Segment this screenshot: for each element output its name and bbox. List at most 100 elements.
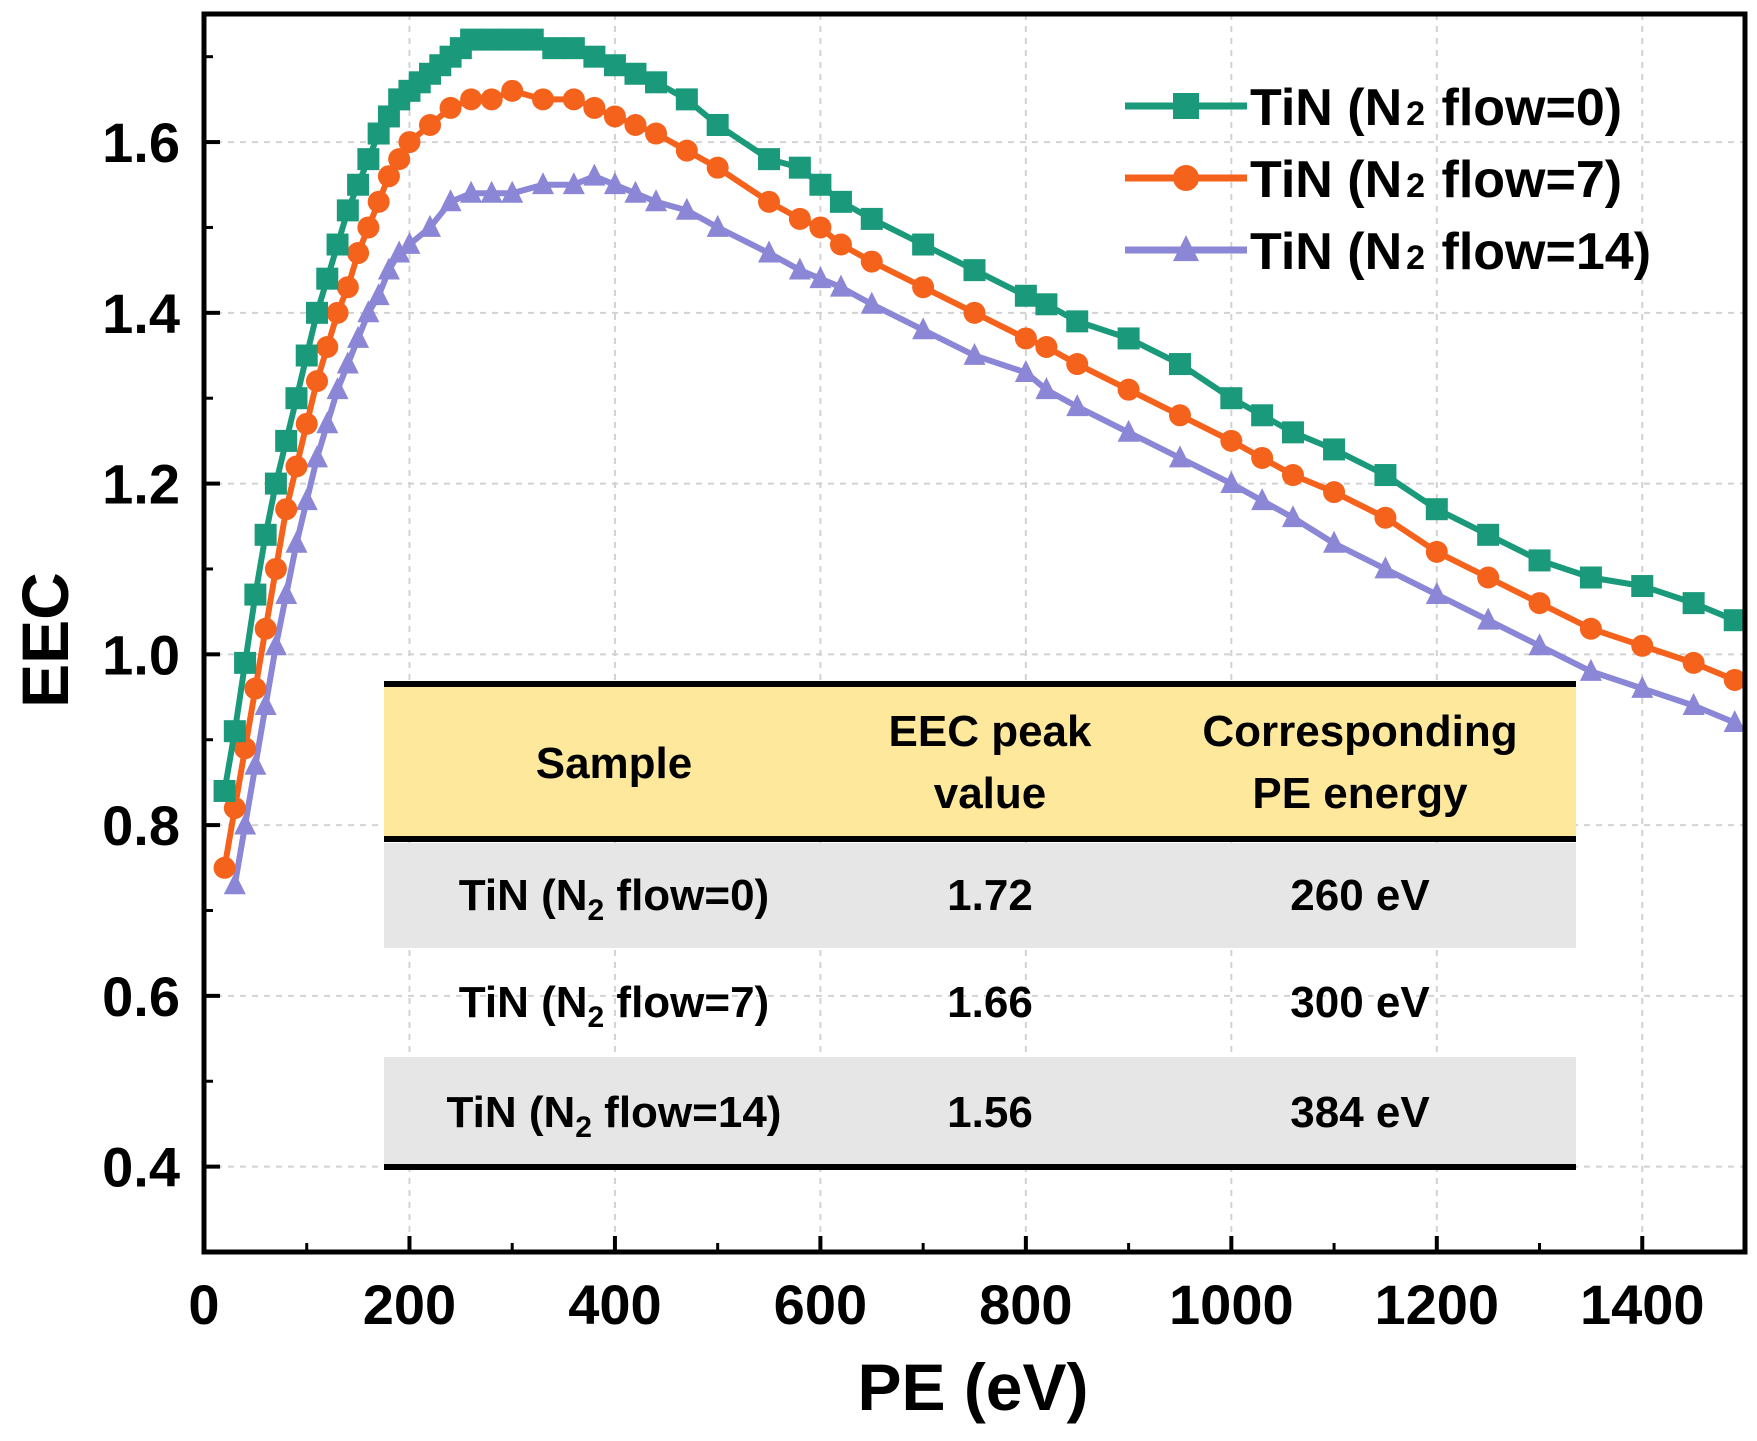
series-2-point bbox=[419, 114, 441, 136]
legend-marker bbox=[1173, 165, 1199, 191]
y-tick-label: 0.8 bbox=[102, 794, 180, 857]
series-2-point bbox=[296, 413, 318, 435]
series-1-point bbox=[1169, 353, 1191, 375]
series-1-point bbox=[789, 157, 811, 179]
table-cell-peak: 1.72 bbox=[947, 871, 1033, 920]
series-1-point bbox=[1477, 524, 1499, 546]
series-1-point bbox=[327, 234, 349, 256]
series-1-point bbox=[758, 148, 780, 170]
legend-label-main: TiN (N bbox=[1250, 223, 1402, 281]
series-2-point bbox=[563, 88, 585, 110]
series-3-point bbox=[306, 445, 328, 467]
legend-label-main: TiN (N bbox=[1250, 151, 1402, 209]
table-cell-energy: 300 eV bbox=[1290, 978, 1430, 1027]
series-1-point bbox=[861, 208, 883, 230]
x-tick-label: 0 bbox=[188, 1273, 219, 1336]
legend-label-sub: 2 bbox=[1406, 239, 1425, 277]
series-1-point bbox=[624, 63, 646, 85]
sample-tail: flow=0) bbox=[604, 871, 769, 920]
series-2-point bbox=[1169, 404, 1191, 426]
series-1-point bbox=[676, 88, 698, 110]
series-2-point bbox=[624, 114, 646, 136]
series-2-point bbox=[347, 242, 369, 264]
series-3-point bbox=[337, 352, 359, 374]
series-2-point bbox=[1015, 327, 1037, 349]
series-1-point bbox=[460, 29, 482, 51]
table-cell-sample: TiN (N2 flow=7) bbox=[459, 978, 769, 1034]
series-1-point bbox=[1426, 498, 1448, 520]
series-1-point bbox=[830, 191, 852, 213]
x-tick-label: 1000 bbox=[1169, 1273, 1294, 1336]
series-1-point bbox=[964, 259, 986, 281]
series-1-point bbox=[1631, 575, 1653, 597]
series-1-point bbox=[542, 37, 564, 59]
series-1-point bbox=[265, 473, 287, 495]
series-2-point bbox=[583, 97, 605, 119]
sample-main: TiN (N bbox=[447, 1088, 576, 1137]
series-2-point bbox=[1282, 464, 1304, 486]
table-row: TiN (N2 flow=7) 1.66 300 eV bbox=[459, 978, 1431, 1034]
series-3-point bbox=[296, 488, 318, 510]
legend-item-3: TiN (N 2 flow=14) bbox=[1125, 223, 1651, 281]
legend-label-tail: flow=7) bbox=[1427, 151, 1622, 209]
series-2-point bbox=[809, 216, 831, 238]
series-2-point bbox=[1426, 541, 1448, 563]
series-1-point bbox=[563, 37, 585, 59]
series-3-point bbox=[275, 582, 297, 604]
series-1-point bbox=[707, 114, 729, 136]
series-1-point bbox=[1724, 609, 1746, 631]
series-2-point bbox=[645, 123, 667, 145]
series-1-point bbox=[912, 234, 934, 256]
series-2-point bbox=[1580, 618, 1602, 640]
sample-tail: flow=7) bbox=[604, 978, 769, 1027]
series-3-point bbox=[285, 531, 307, 553]
series-3-point bbox=[316, 411, 338, 433]
series-2-point bbox=[244, 677, 266, 699]
sample-sub: 2 bbox=[575, 1111, 592, 1144]
series-2-point bbox=[460, 88, 482, 110]
series-3-point bbox=[368, 283, 390, 305]
series-2-point bbox=[1374, 507, 1396, 529]
series-1-point bbox=[645, 71, 667, 93]
series-1-point bbox=[1066, 310, 1088, 332]
x-tick-label: 1400 bbox=[1580, 1273, 1705, 1336]
series-1-point bbox=[214, 780, 236, 802]
y-tick-label: 1.6 bbox=[102, 111, 180, 174]
series-2-point bbox=[368, 191, 390, 213]
series-1-point bbox=[255, 524, 277, 546]
series-2-point bbox=[964, 302, 986, 324]
series-1-point bbox=[357, 148, 379, 170]
y-axis-title: EEC bbox=[8, 572, 82, 708]
series-2-point bbox=[830, 234, 852, 256]
table-header-2-line2: PE energy bbox=[1252, 769, 1468, 818]
series-2-point bbox=[861, 251, 883, 273]
table-cell-energy: 384 eV bbox=[1290, 1088, 1430, 1137]
legend-label-main: TiN (N bbox=[1250, 79, 1402, 137]
series-2-point bbox=[604, 105, 626, 127]
sample-tail: flow=14) bbox=[592, 1088, 782, 1137]
series-1-point bbox=[1035, 293, 1057, 315]
series-2-point bbox=[1066, 353, 1088, 375]
sample-main: TiN (N bbox=[459, 871, 588, 920]
y-tick-label: 1.0 bbox=[102, 623, 180, 686]
series-2-point bbox=[440, 97, 462, 119]
series-1-point bbox=[275, 430, 297, 452]
series-2-point bbox=[357, 216, 379, 238]
legend-label-tail: flow=0) bbox=[1427, 79, 1622, 137]
sample-sub: 2 bbox=[588, 894, 605, 927]
table-header-1-line2: value bbox=[934, 769, 1047, 818]
series-2-point bbox=[1035, 336, 1057, 358]
sample-sub: 2 bbox=[588, 1001, 605, 1034]
legend-label-sub: 2 bbox=[1406, 95, 1425, 133]
x-tick-label: 400 bbox=[568, 1273, 661, 1336]
x-axis-title: PE (eV) bbox=[857, 1350, 1088, 1424]
series-1-point bbox=[1374, 464, 1396, 486]
series-1-point bbox=[1251, 404, 1273, 426]
legend-item-2: TiN (N 2 flow=7) bbox=[1125, 151, 1622, 209]
series-1-point bbox=[244, 584, 266, 606]
x-tick-label: 800 bbox=[979, 1273, 1072, 1336]
x-tick-label: 1200 bbox=[1375, 1273, 1500, 1336]
series-1-point bbox=[1323, 438, 1345, 460]
series-2-point bbox=[707, 157, 729, 179]
series-1-point bbox=[481, 29, 503, 51]
